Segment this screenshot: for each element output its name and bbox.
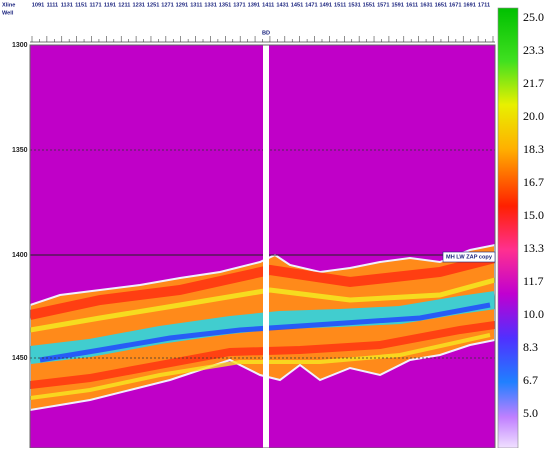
colorbar-label: 11.7 (523, 274, 544, 288)
colorbar-label: 15.0 (523, 208, 544, 222)
xline-label: 1591 (391, 2, 403, 8)
xline-label: 1271 (161, 2, 173, 8)
xline-label: 1571 (377, 2, 389, 8)
depth-label: 1450 (12, 355, 28, 362)
xline-label: 1191 (104, 2, 116, 8)
colorbar-label: 13.3 (523, 241, 544, 255)
colorbar-label: 18.3 (523, 142, 544, 156)
colorbar-label: 25.0 (523, 10, 544, 24)
well-label: BD (262, 30, 270, 36)
colorbar-label: 8.3 (523, 340, 538, 354)
xline-header: Xline (2, 2, 15, 8)
colorbar-label: 16.7 (523, 175, 544, 189)
colorbar-label: 21.7 (523, 76, 544, 90)
xline-label: 1371 (233, 2, 245, 8)
depth-label: 1300 (12, 42, 28, 49)
colorbar-label: 6.7 (523, 373, 538, 387)
xline-label: 1171 (89, 2, 101, 8)
xline-label: 1671 (449, 2, 461, 8)
well-track (263, 45, 269, 448)
xline-label: 1151 (75, 2, 87, 8)
section (30, 45, 495, 448)
xline-label: 1511 (334, 2, 346, 8)
xline-label: 1251 (147, 2, 159, 8)
xline-label: 1711 (478, 2, 490, 8)
annotation: MH LW ZAP copy (446, 254, 493, 260)
xline-label: 1531 (348, 2, 360, 8)
well-header: Well (2, 10, 14, 16)
xline-label: 1651 (435, 2, 447, 8)
xline-label: 1131 (61, 2, 73, 8)
xline-label: 1551 (363, 2, 375, 8)
colorbar-label: 20.0 (523, 109, 544, 123)
depth-label: 1400 (12, 252, 28, 259)
xline-label: 1451 (291, 2, 303, 8)
xline-label: 1231 (132, 2, 144, 8)
colorbar-label: 5.0 (523, 406, 538, 420)
xline-label: 1491 (320, 2, 332, 8)
xline-label: 1091 (32, 2, 44, 8)
xline-label: 1431 (276, 2, 288, 8)
xline-label: 1311 (190, 2, 202, 8)
xline-label: 1411 (262, 2, 274, 8)
xline-label: 1111 (47, 2, 59, 8)
xline-label: 1211 (118, 2, 130, 8)
xline-label: 1351 (219, 2, 231, 8)
xline-label: 1391 (248, 2, 260, 8)
xline-label: 1691 (463, 2, 475, 8)
xline-label: 1331 (204, 2, 216, 8)
depth-label: 1350 (12, 147, 28, 154)
seismic-view: Xline Well BD 1300 1350 1400 1450 MH LW … (0, 0, 552, 448)
xline-label: 1471 (305, 2, 317, 8)
xline-label: 1631 (420, 2, 432, 8)
colorbar-label: 23.3 (523, 43, 544, 57)
colorbar-label: 10.0 (523, 307, 544, 321)
xline-label: 1611 (406, 2, 418, 8)
colorbar (498, 8, 518, 448)
xline-label: 1291 (176, 2, 188, 8)
